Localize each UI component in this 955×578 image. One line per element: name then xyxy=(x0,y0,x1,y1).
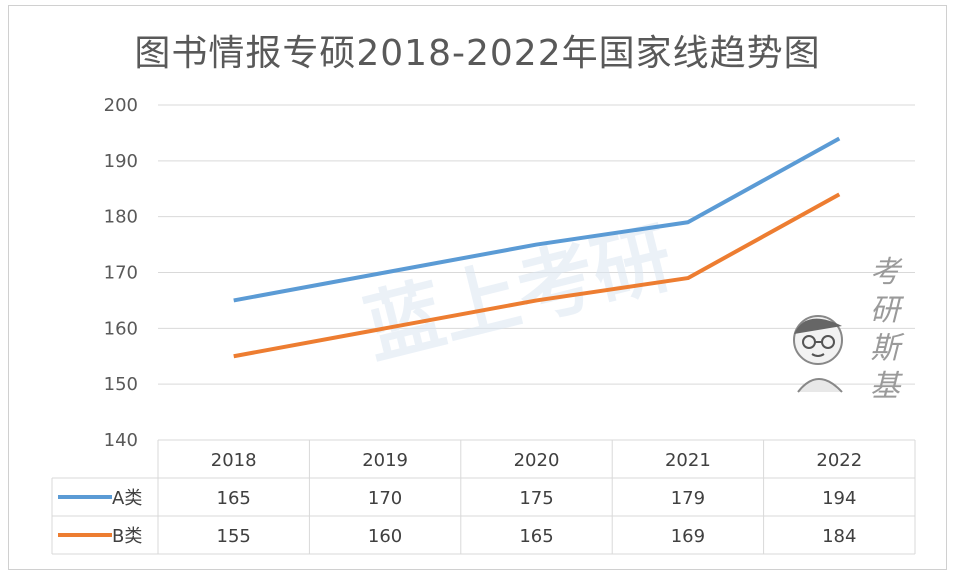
y-tick-label: 170 xyxy=(104,263,138,284)
watermark-char: 斯 xyxy=(870,331,905,366)
table-value: 160 xyxy=(368,526,402,547)
table-value: 165 xyxy=(519,526,553,547)
table-value: 179 xyxy=(671,488,705,509)
y-tick-label: 140 xyxy=(104,430,138,451)
y-tick-label: 160 xyxy=(104,318,138,339)
y-tick-label: 180 xyxy=(104,207,138,228)
table-value: 169 xyxy=(671,526,705,547)
legend-label: B类 xyxy=(112,526,142,547)
table-value: 170 xyxy=(368,488,402,509)
x-category-label: 2021 xyxy=(665,450,711,471)
chart-frame xyxy=(8,5,947,570)
y-tick-label: 200 xyxy=(104,95,138,116)
table-value: 194 xyxy=(822,488,856,509)
table-value: 175 xyxy=(519,488,553,509)
y-tick-label: 150 xyxy=(104,374,138,395)
watermark-char: 基 xyxy=(870,369,903,404)
table-value: 184 xyxy=(822,526,856,547)
x-category-label: 2019 xyxy=(362,450,408,471)
x-category-label: 2020 xyxy=(514,450,560,471)
watermark-char: 考 xyxy=(870,255,903,290)
y-tick-label: 190 xyxy=(104,151,138,172)
watermark-char: 研 xyxy=(870,293,905,328)
table-value: 155 xyxy=(217,526,251,547)
x-category-label: 2018 xyxy=(211,450,257,471)
watermark-text: 蓝上考研 xyxy=(356,213,681,376)
chart-title: 图书情报专硕2018-2022年国家线趋势图 xyxy=(134,33,821,74)
table-value: 165 xyxy=(217,488,251,509)
x-category-label: 2022 xyxy=(816,450,862,471)
legend-label: A类 xyxy=(112,488,142,509)
mascot-icon xyxy=(793,315,843,393)
